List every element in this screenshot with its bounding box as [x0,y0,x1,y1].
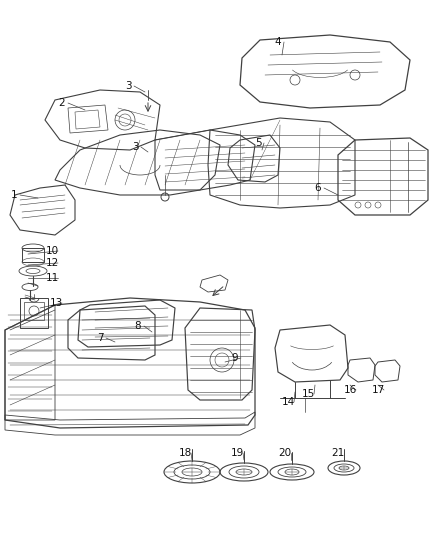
Text: 7: 7 [97,333,103,343]
Text: 19: 19 [230,448,244,458]
Text: 9: 9 [232,353,238,363]
Text: 1: 1 [11,190,18,200]
Text: 16: 16 [343,385,357,395]
Text: 12: 12 [46,258,59,268]
Text: 11: 11 [46,273,59,283]
Text: 5: 5 [254,138,261,148]
Text: 17: 17 [371,385,385,395]
Text: 10: 10 [46,246,59,256]
Text: 3: 3 [125,81,131,91]
Text: 2: 2 [59,98,65,108]
Text: 8: 8 [135,321,141,331]
Text: 14: 14 [281,397,295,407]
Text: 21: 21 [332,448,345,458]
Text: 15: 15 [301,389,314,399]
Text: 13: 13 [49,298,63,308]
Text: 4: 4 [275,37,281,47]
Text: 18: 18 [178,448,192,458]
Text: 6: 6 [314,183,321,193]
Text: 3: 3 [132,142,138,152]
Text: 20: 20 [279,448,292,458]
